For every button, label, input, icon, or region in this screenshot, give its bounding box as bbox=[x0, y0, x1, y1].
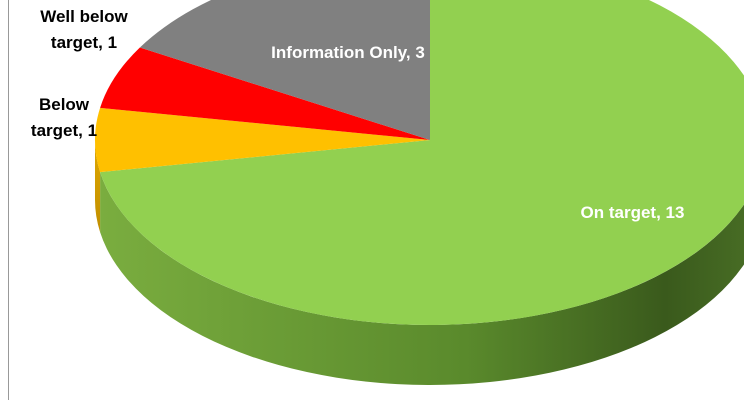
pie-side bbox=[100, 172, 744, 386]
pie-slice bbox=[94, 107, 430, 173]
pie-slice bbox=[100, 47, 430, 140]
data-label: Well below target, 1 bbox=[40, 7, 128, 52]
data-label: Below target, 1 bbox=[30, 95, 98, 140]
pie-slice bbox=[100, 0, 744, 325]
pie-slice bbox=[139, 0, 430, 140]
pie-side bbox=[95, 140, 101, 233]
data-label: On target, 13 bbox=[580, 203, 685, 222]
data-label: Information Only, 3 bbox=[271, 43, 425, 62]
